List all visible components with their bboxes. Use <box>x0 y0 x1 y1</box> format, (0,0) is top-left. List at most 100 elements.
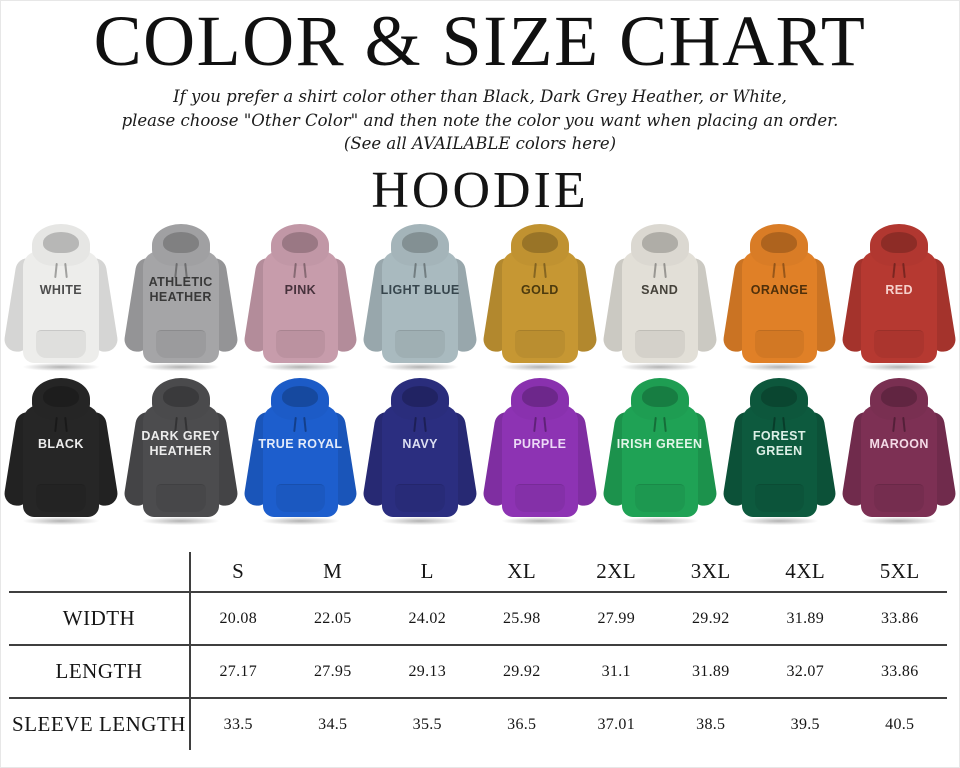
hoodie-orange: ORANGE <box>720 222 840 372</box>
hoodie-pink: PINK <box>241 222 361 372</box>
hoodie-gold: GOLD <box>480 222 600 372</box>
row-label-width: WIDTH <box>9 593 191 645</box>
hoodie-color-label: IRISH GREEN <box>616 436 703 451</box>
size-value-sleeve-length-4xl: 39.5 <box>790 715 820 733</box>
size-value-length-m: 27.95 <box>314 662 352 680</box>
hoodie-hood <box>391 378 450 421</box>
hoodie-color-label: BLACK <box>38 436 84 451</box>
hoodie-shadow <box>741 517 818 526</box>
size-column-header-m: M <box>323 559 343 584</box>
size-table-corner-cell <box>9 552 191 592</box>
row-label-sleeve-length: SLEEVE LENGTH <box>9 699 191 751</box>
hoodie-hood <box>510 378 569 421</box>
hoodie-torso <box>142 251 219 364</box>
hoodie-figure: WHITE <box>1 222 121 372</box>
hoodie-figure: DARK GREY HEATHER <box>121 376 241 526</box>
hoodie-athletic-heather: ATHLETIC HEATHER <box>121 222 241 372</box>
subtitle-line-2: please choose "Other Color" and then not… <box>121 110 839 130</box>
hoodie-row-2: BLACK DARK GREY HEATHER TRUE ROYAL NAVY PURP… <box>1 376 959 526</box>
size-column-header-s: S <box>232 559 245 584</box>
size-value-sleeve-length-3xl: 38.5 <box>696 715 726 733</box>
hoodie-hood <box>271 378 330 421</box>
hoodie-figure: TRUE ROYAL <box>241 376 361 526</box>
hoodie-red: RED <box>839 222 959 372</box>
hoodie-shadow <box>860 363 938 372</box>
hoodie-hood <box>271 224 330 267</box>
hoodie-row-1: WHITE ATHLETIC HEATHER PINK LIGHT BLUE GOLD S… <box>1 222 959 372</box>
size-column-header-5xl: 5XL <box>879 559 920 584</box>
subtitle-line-1: If you prefer a shirt color other than B… <box>173 87 787 107</box>
hoodie-figure: BLACK <box>1 376 121 526</box>
hoodie-color-label: PURPLE <box>513 436 567 451</box>
hoodie-figure: IRISH GREEN <box>600 376 720 526</box>
hoodie-shadow <box>621 363 698 372</box>
hoodie-shadow <box>621 517 698 526</box>
hoodie-color-label: ATHLETIC HEATHER <box>148 275 213 305</box>
size-value-length-s: 27.17 <box>219 662 257 680</box>
hoodie-figure: GOLD <box>480 222 600 372</box>
hoodie-navy: NAVY <box>360 376 480 526</box>
size-value-width-3xl: 29.92 <box>692 609 730 627</box>
hoodie-shadow <box>262 517 339 526</box>
hoodie-shadow <box>142 363 219 372</box>
hoodie-figure: ATHLETIC HEATHER <box>121 222 241 372</box>
hoodie-figure: SAND <box>600 222 720 372</box>
hoodie-color-label: RED <box>885 282 913 297</box>
hoodie-color-label: DARK GREY HEATHER <box>141 429 220 459</box>
hoodie-dark-grey-heather: DARK GREY HEATHER <box>121 376 241 526</box>
hoodie-hood <box>750 378 809 421</box>
size-value-sleeve-length-l: 35.5 <box>412 715 442 733</box>
hoodie-color-label: ORANGE <box>750 282 808 297</box>
size-value-width-m: 22.05 <box>314 609 352 627</box>
hoodie-hood <box>151 378 210 421</box>
subtitle-line-3: (See all AVAILABLE colors here) <box>343 134 617 154</box>
hoodie-color-label: LIGHT BLUE <box>380 282 460 297</box>
product-heading: HOODIE <box>371 162 589 220</box>
subtitle: If you prefer a shirt color other than B… <box>1 85 959 155</box>
hoodie-shadow <box>381 363 459 372</box>
hoodie-hood <box>31 224 90 267</box>
page-title: COLOR & SIZE CHART <box>93 1 867 81</box>
hoodie-hood <box>31 378 90 421</box>
hoodie-color-label: PINK <box>284 282 317 297</box>
hoodie-shadow <box>501 363 579 372</box>
size-value-width-xl: 25.98 <box>503 609 541 627</box>
hoodie-figure: PINK <box>241 222 361 372</box>
hoodie-shadow <box>741 363 818 372</box>
hoodie-color-label: WHITE <box>39 282 83 297</box>
size-value-width-5xl: 33.86 <box>881 609 919 627</box>
hoodie-shadow <box>262 363 339 372</box>
size-value-length-4xl: 32.07 <box>786 662 824 680</box>
hoodie-figure: LIGHT BLUE <box>360 222 480 372</box>
row-label-length: LENGTH <box>9 646 191 698</box>
size-column-header-2xl: 2XL <box>596 559 637 584</box>
size-value-width-s: 20.08 <box>219 609 257 627</box>
hoodie-shadow <box>22 363 100 372</box>
size-value-width-2xl: 27.99 <box>597 609 635 627</box>
size-value-sleeve-length-2xl: 37.01 <box>597 715 635 733</box>
hoodie-color-label: NAVY <box>402 436 438 451</box>
size-value-length-l: 29.13 <box>408 662 446 680</box>
hoodie-shadow <box>381 517 459 526</box>
hoodie-color-label: SAND <box>641 282 679 297</box>
size-value-sleeve-length-xl: 36.5 <box>507 715 537 733</box>
hoodie-hood <box>630 224 689 267</box>
hoodie-true-royal: TRUE ROYAL <box>241 376 361 526</box>
size-table: S M L XL 2XL 3XL 4XL 5XL WIDTH 20.08 22.05 24.02 25.… <box>9 552 947 751</box>
hoodie-shadow <box>501 517 579 526</box>
size-column-header-3xl: 3XL <box>690 559 731 584</box>
hoodie-shadow <box>22 517 100 526</box>
hoodie-hood <box>391 224 450 267</box>
hoodie-maroon: MAROON <box>839 376 959 526</box>
size-value-width-4xl: 31.89 <box>786 609 824 627</box>
size-value-sleeve-length-m: 34.5 <box>318 715 348 733</box>
hoodie-purple: PURPLE <box>480 376 600 526</box>
hoodie-figure: ORANGE <box>720 222 840 372</box>
size-value-length-xl: 29.92 <box>503 662 541 680</box>
hoodie-figure: NAVY <box>360 376 480 526</box>
size-value-length-5xl: 33.86 <box>881 662 919 680</box>
hoodie-hood <box>750 224 809 267</box>
size-table-row-width: WIDTH 20.08 22.05 24.02 25.98 27.99 29.92 31.89… <box>9 593 947 647</box>
size-column-header-xl: XL <box>507 559 537 584</box>
hoodie-figure: PURPLE <box>480 376 600 526</box>
